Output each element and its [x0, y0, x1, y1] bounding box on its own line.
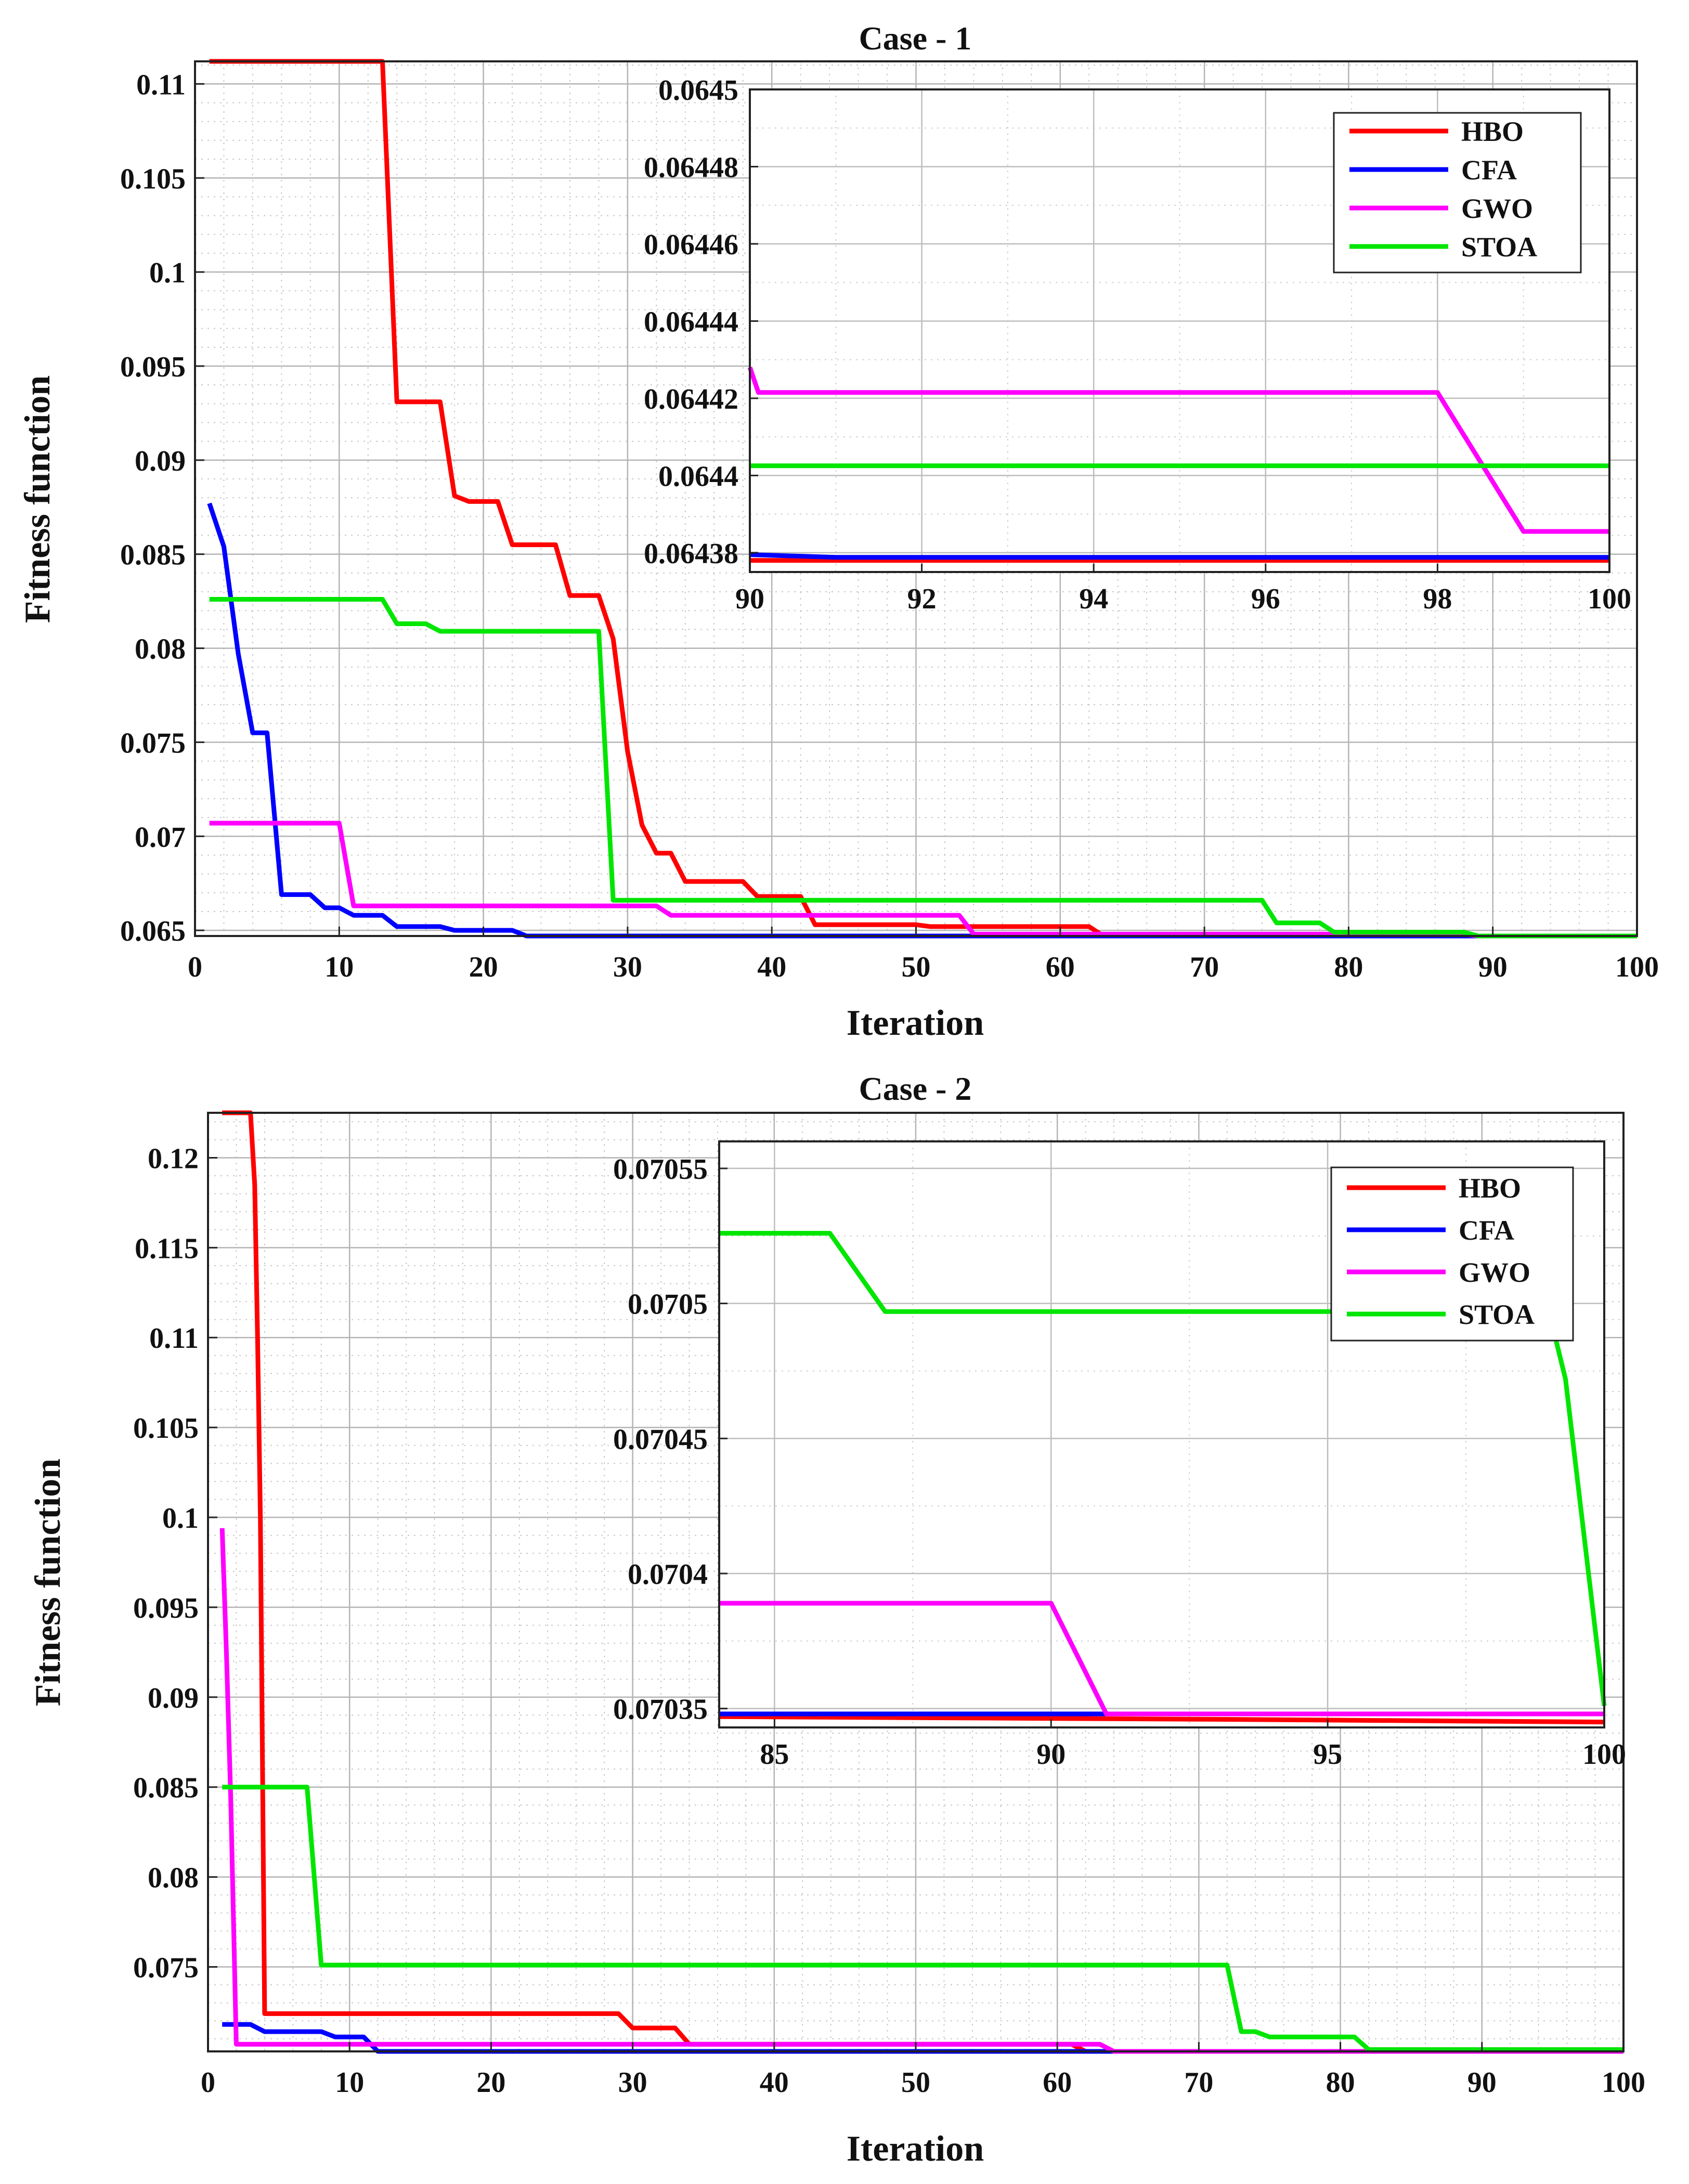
x-tick-label: 80 — [1334, 951, 1363, 983]
inset-y-tick-label: 0.0645 — [658, 74, 738, 107]
y-tick-label: 0.12 — [148, 1142, 199, 1175]
y-tick-label: 0.11 — [136, 69, 186, 101]
x-tick-label: 40 — [757, 951, 786, 983]
x-axis-label: Iteration — [847, 1003, 984, 1043]
y-tick-label: 0.075 — [133, 1952, 199, 1984]
inset-y-tick-label: 0.06438 — [644, 538, 738, 570]
inset-y-tick-label: 0.07035 — [613, 1694, 708, 1726]
inset-y-tick-label: 0.06444 — [644, 306, 738, 338]
inset-x-tick-label: 100 — [1588, 583, 1631, 615]
y-tick-label: 0.07 — [135, 821, 186, 853]
x-tick-label: 30 — [618, 2066, 647, 2099]
y-tick-label: 0.095 — [133, 1592, 199, 1624]
inset-chart: 90 92 94 96 98 100 0.06438 0.0644 0.06442 0.06444… — [644, 74, 1631, 615]
inset-x-tick-label: 98 — [1423, 583, 1452, 615]
inset-x-tick-label: 96 — [1251, 583, 1280, 615]
inset-y-tick-label: 0.0704 — [628, 1558, 708, 1591]
chart-case-1: 0 10 20 30 40 50 60 70 80 90 100 0.065 0.07 0.075 0.08… — [18, 20, 1659, 1043]
y-tick-label: 0.085 — [120, 539, 186, 571]
series-line-cfa — [222, 2022, 1623, 2054]
x-tick-label: 0 — [201, 2066, 215, 2099]
x-tick-label: 20 — [476, 2066, 505, 2099]
x-tick-label: 50 — [901, 2066, 930, 2099]
legend-label-stoa: STOA — [1459, 1299, 1535, 1330]
x-tick-label: 20 — [469, 951, 498, 983]
inset-y-tick-label: 0.0705 — [628, 1289, 708, 1321]
inset-y-tick-label: 0.0644 — [658, 460, 738, 492]
inset-x-tick-label: 85 — [760, 1738, 789, 1771]
inset-x-tick-label: 95 — [1313, 1738, 1342, 1771]
inset-axes-frame — [718, 1140, 1605, 1728]
x-tick-label: 100 — [1615, 951, 1659, 983]
inset-y-tick-label: 0.07055 — [613, 1153, 708, 1186]
x-axis-label: Iteration — [847, 2129, 984, 2169]
inset-x-tick-label: 92 — [907, 583, 937, 615]
inset-series-line-gwo — [719, 1601, 1604, 1717]
x-tick-label: 40 — [760, 2066, 789, 2099]
y-tick-label: 0.075 — [120, 727, 186, 759]
series-line-hbo — [209, 59, 1637, 939]
x-tick-label: 80 — [1326, 2066, 1355, 2099]
legend-label-gwo: GWO — [1459, 1257, 1530, 1288]
x-tick-label: 0 — [188, 951, 202, 983]
y-tick-label: 0.085 — [133, 1772, 199, 1804]
chart-case-2: 0 10 20 30 40 50 60 70 80 90 100 0.075 0.08 0.085 0.09… — [28, 1070, 1645, 2169]
x-tick-label: 60 — [1043, 2066, 1072, 2099]
y-tick-label: 0.065 — [120, 915, 186, 947]
legend-label-cfa: CFA — [1459, 1215, 1514, 1246]
inset-y-tick-label: 0.06448 — [644, 151, 738, 184]
legend-label-cfa: CFA — [1461, 154, 1517, 186]
x-tick-label: 90 — [1478, 951, 1508, 983]
y-tick-label: 0.105 — [133, 1412, 199, 1445]
y-tick-label: 0.08 — [135, 633, 186, 666]
inset-x-tick-label: 94 — [1079, 583, 1108, 615]
legend: HBO CFA GWO STOA — [1333, 112, 1582, 274]
x-tick-label: 100 — [1602, 2066, 1645, 2099]
chart-title: Case - 2 — [859, 1070, 972, 1107]
x-tick-label: 30 — [613, 951, 642, 983]
y-tick-label: 0.1 — [149, 257, 186, 289]
y-tick-label: 0.115 — [135, 1232, 199, 1265]
x-tick-label: 60 — [1046, 951, 1075, 983]
legend-label-hbo: HBO — [1461, 116, 1524, 147]
y-tick-label: 0.1 — [162, 1502, 199, 1535]
series-line-cfa — [207, 502, 1637, 939]
inset-series-line-cfa — [749, 552, 1609, 560]
x-tick-label: 90 — [1467, 2066, 1497, 2099]
series-line-stoa — [222, 1785, 1623, 2052]
y-tick-label: 0.09 — [148, 1682, 199, 1714]
x-tick-label: 10 — [335, 2066, 364, 2099]
y-axis-label: Fitness function — [18, 375, 58, 623]
inset-axes-frame — [749, 88, 1610, 573]
legend: HBO CFA GWO STOA — [1330, 1166, 1574, 1342]
chart-title: Case - 1 — [859, 20, 972, 57]
y-tick-label: 0.08 — [148, 1862, 199, 1894]
inset-series-line-hbo — [719, 1714, 1605, 1725]
inset-chart: 85 90 95 100 0.07035 0.0704 0.07045 0.0705 0.070… — [613, 1140, 1626, 1771]
x-tick-label: 70 — [1184, 2066, 1213, 2099]
inset-y-tick-label: 0.06442 — [644, 383, 738, 415]
y-tick-label: 0.095 — [120, 351, 186, 383]
y-axis-label: Fitness function — [28, 1459, 68, 1706]
x-tick-label: 50 — [902, 951, 931, 983]
inset-x-tick-label: 100 — [1582, 1738, 1626, 1771]
inset-y-tick-label: 0.07045 — [613, 1423, 708, 1455]
inset-y-tick-label: 0.06446 — [644, 229, 738, 261]
inset-series-line-stoa — [719, 1231, 1607, 1707]
legend-label-gwo: GWO — [1461, 193, 1533, 224]
x-tick-label: 10 — [324, 951, 354, 983]
legend-label-stoa: STOA — [1461, 231, 1537, 263]
x-tick-label: 70 — [1190, 951, 1219, 983]
inset-major-grid — [719, 1141, 1604, 1727]
y-tick-label: 0.09 — [135, 445, 186, 477]
series-line-stoa — [209, 597, 1637, 939]
inset-x-tick-label: 90 — [735, 583, 764, 615]
y-tick-label: 0.105 — [120, 163, 186, 195]
y-tick-label: 0.11 — [149, 1322, 199, 1355]
legend-label-hbo: HBO — [1459, 1173, 1521, 1204]
inset-x-tick-label: 90 — [1036, 1738, 1066, 1771]
inset-series-line-gwo — [747, 367, 1609, 534]
